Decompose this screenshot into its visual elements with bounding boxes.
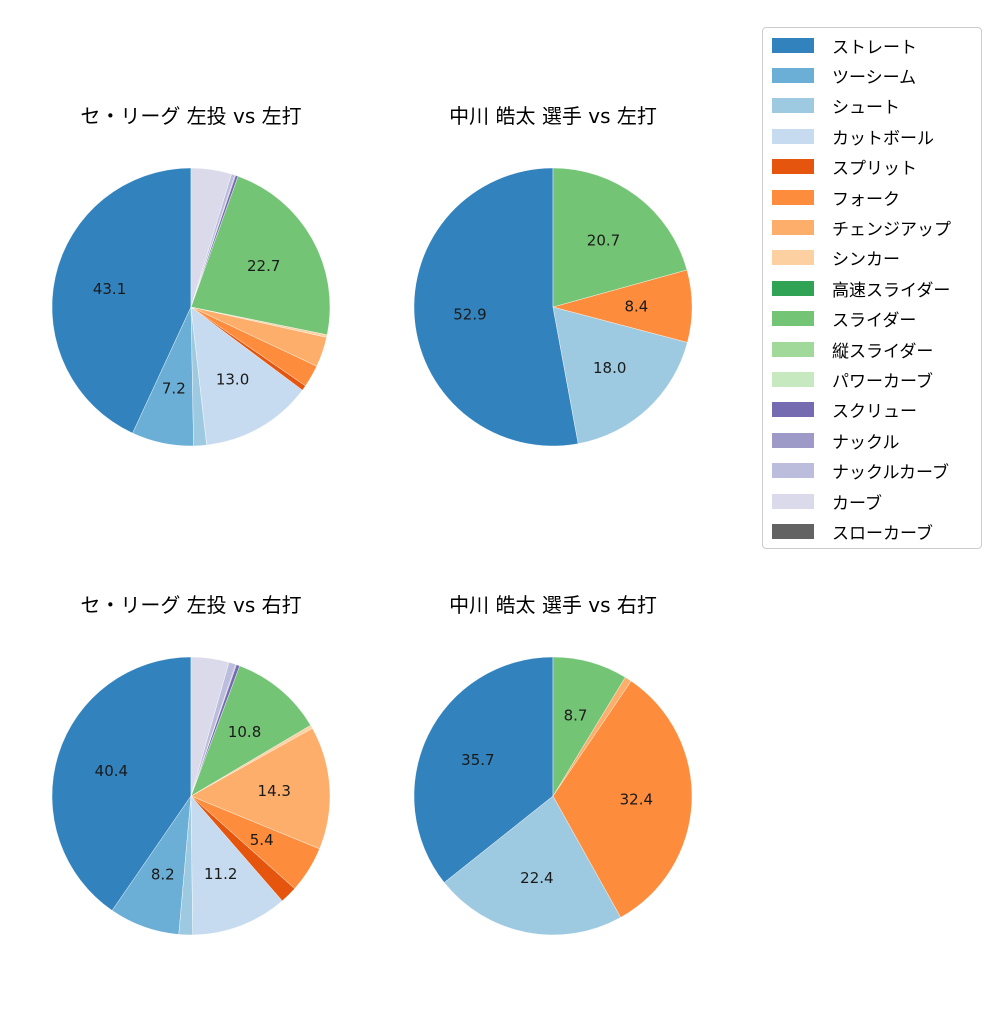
legend-item: スライダー	[772, 308, 917, 332]
legend-label: ツーシーム	[832, 67, 917, 88]
legend-swatch	[772, 280, 814, 296]
legend-swatch	[772, 128, 814, 144]
legend-item: 高速スライダー	[772, 277, 951, 301]
legend-item: カットボール	[772, 125, 934, 149]
legend-label: カーブ	[832, 493, 882, 514]
legend-label: スローカーブ	[832, 523, 933, 544]
legend-swatch	[772, 37, 814, 53]
legend-label: スクリュー	[832, 402, 917, 423]
pie-slice	[443, 795, 622, 936]
pie-slice	[51, 656, 192, 911]
pie-slice	[552, 656, 626, 797]
pie-slice	[552, 167, 688, 308]
legend-swatch	[772, 402, 814, 418]
slice-value-label: 22.4	[520, 869, 553, 887]
slice-value-label: 10.8	[228, 723, 261, 741]
legend-label: チェンジアップ	[832, 219, 951, 240]
legend-swatch	[772, 98, 814, 114]
pie-slice	[190, 727, 331, 850]
legend-item: シュート	[772, 95, 900, 119]
legend: ストレートツーシームシュートカットボール スプリットフォークチェンジアップ シンカー…	[762, 27, 982, 549]
legend-swatch	[772, 432, 814, 448]
legend-swatch	[772, 219, 814, 235]
legend-swatch	[772, 159, 814, 175]
legend-item: パワーカーブ	[772, 368, 933, 392]
pie-slice	[190, 167, 232, 308]
legend-swatch	[772, 523, 814, 539]
slice-value-label: 20.7	[587, 232, 620, 250]
legend-item: スローカーブ	[772, 520, 933, 544]
legend-item: ナックル	[772, 429, 900, 453]
slice-value-label: 5.4	[250, 831, 274, 849]
slice-value-label: 35.7	[461, 751, 494, 769]
legend-swatch	[772, 189, 814, 205]
legend-label: 縦スライダー	[832, 341, 934, 362]
legend-item: ストレート	[772, 34, 917, 58]
pie-slice	[190, 656, 230, 797]
panel-title: セ・リーグ 左投 vs 左打	[80, 104, 302, 128]
legend-item: フォーク	[772, 186, 900, 210]
legend-item: 縦スライダー	[772, 338, 934, 362]
slice-value-label: 32.4	[620, 791, 653, 809]
slice-value-label: 43.1	[93, 280, 126, 298]
legend-swatch	[772, 341, 814, 357]
legend-swatch	[772, 311, 814, 327]
pie-chart: 52.9 18.0 8.4 20.7	[413, 167, 693, 447]
legend-label: スライダー	[832, 311, 917, 332]
slice-value-label: 22.7	[247, 257, 280, 275]
legend-swatch	[772, 250, 814, 266]
pie-slice	[552, 306, 688, 444]
pie-slice	[51, 167, 192, 434]
pie-chart: 40.4 8.2 11.2 5.4 14.3 10.8	[51, 656, 331, 936]
slice-value-label: 8.4	[624, 297, 648, 315]
pie-slice	[190, 795, 283, 936]
slice-value-label: 18.0	[593, 359, 626, 377]
legend-item: カーブ	[772, 490, 882, 514]
legend-swatch	[772, 463, 814, 479]
legend-item: ナックルカーブ	[772, 460, 949, 484]
legend-item: スプリット	[772, 156, 917, 180]
legend-item: ツーシーム	[772, 64, 917, 88]
legend-item: シンカー	[772, 247, 900, 271]
slice-value-label: 8.2	[151, 865, 175, 883]
legend-label: ストレート	[832, 37, 917, 58]
slice-value-label: 14.3	[258, 782, 291, 800]
slice-value-label: 7.2	[162, 380, 186, 398]
panel-title: 中川 皓太 選手 vs 左打	[449, 104, 657, 128]
pie-chart: 43.1 7.2 13.0 22.7	[51, 167, 331, 447]
pie-slice	[190, 306, 303, 446]
legend-label: パワーカーブ	[832, 371, 933, 392]
pie-slice	[552, 680, 693, 918]
pie-panel-league-lhp-vs-lhb: セ・リーグ 左投 vs 左打 43.1 7.2 13.0 22.7	[21, 104, 361, 524]
legend-label: カットボール	[832, 128, 934, 149]
pie-panel-nakagawa-vs-lhb: 中川 皓太 選手 vs 左打 52.9 18.0 8.4 20.7	[383, 104, 723, 524]
legend-swatch	[772, 371, 814, 387]
slice-value-label: 40.4	[95, 762, 128, 780]
slice-value-label: 13.0	[216, 370, 249, 388]
legend-label: ナックル	[832, 432, 900, 453]
legend-label: スプリット	[832, 159, 917, 180]
pie-slice	[413, 167, 579, 447]
legend-label: フォーク	[832, 189, 900, 210]
panel-title: 中川 皓太 選手 vs 右打	[449, 593, 657, 617]
slice-value-label: 8.7	[564, 707, 588, 725]
legend-label: ナックルカーブ	[832, 463, 949, 484]
legend-label: シンカー	[832, 250, 900, 271]
pie-chart: 35.7 22.4 32.4 8.7	[413, 656, 693, 936]
panel-title: セ・リーグ 左投 vs 右打	[80, 593, 302, 617]
pie-slice	[190, 665, 311, 797]
legend-label: シュート	[832, 98, 900, 119]
pie-slice	[413, 656, 554, 883]
pie-slice	[190, 175, 331, 335]
legend-swatch	[772, 67, 814, 83]
legend-label: 高速スライダー	[832, 280, 951, 301]
slice-value-label: 52.9	[453, 306, 486, 324]
pie-panel-nakagawa-vs-rhb: 中川 皓太 選手 vs 右打 35.7 22.4 32.4 8.7	[383, 593, 723, 1013]
pie-panel-league-lhp-vs-rhb: セ・リーグ 左投 vs 右打 40.4 8.2 11.2 5.4 14.3 10.8	[21, 593, 361, 1013]
legend-item: スクリュー	[772, 399, 917, 423]
legend-item: チェンジアップ	[772, 216, 951, 240]
legend-swatch	[772, 493, 814, 509]
slice-value-label: 11.2	[204, 865, 237, 883]
